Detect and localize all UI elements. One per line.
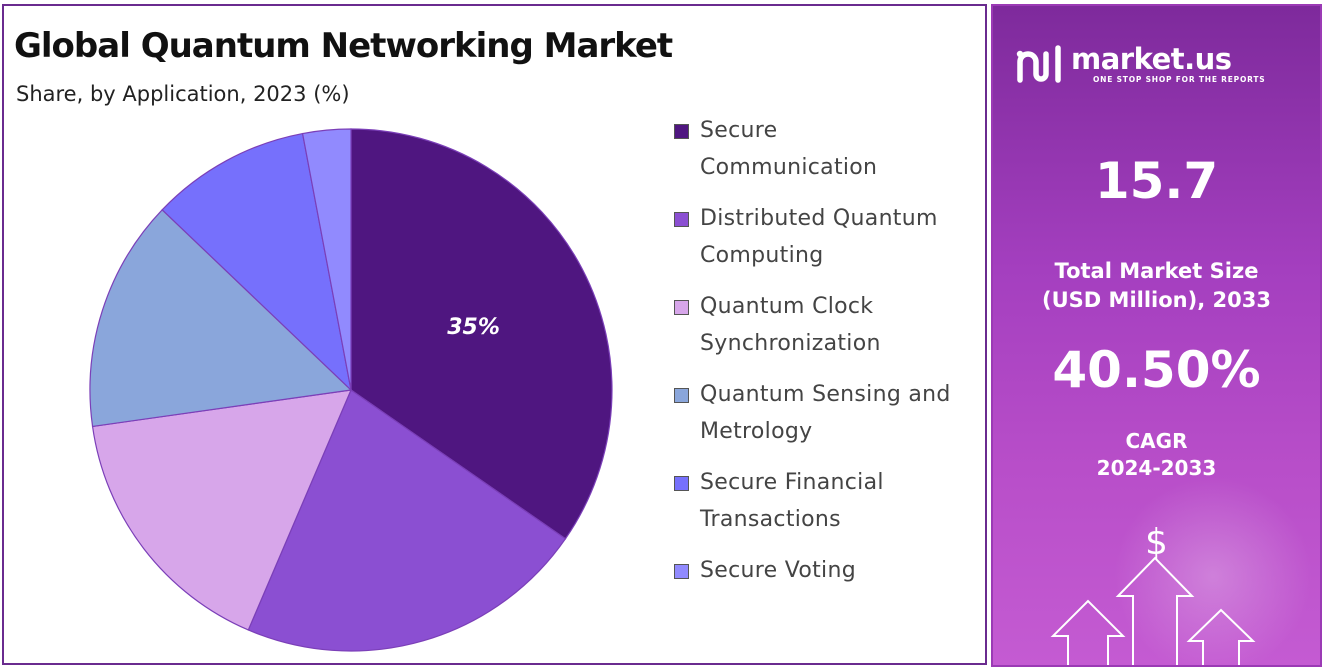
market-size-value: 15.7 — [1094, 152, 1219, 210]
pie-chart: 35% — [89, 128, 613, 652]
pie-slice-quantum-clock-synchronization — [91, 389, 352, 631]
legend-item-distributed-quantum-computing: Distributed Quantum Computing — [672, 200, 987, 274]
legend-swatch — [674, 476, 689, 491]
legend-swatch — [674, 212, 689, 227]
pie-slice-distributed-quantum-computing — [247, 389, 567, 652]
legend-swatch — [674, 124, 689, 139]
legend-swatch — [674, 300, 689, 315]
legend-label: Distributed Quantum — [700, 206, 938, 231]
legend-label: Secure Voting — [700, 558, 856, 583]
cagr-label: CAGR — [1125, 429, 1188, 453]
legend-label: Secure — [700, 118, 778, 143]
legend-item-secure-voting: Secure Voting — [672, 552, 987, 589]
up-arrow-icon — [1050, 556, 1256, 665]
background-glow — [1113, 476, 1313, 665]
legend-label: Computing — [700, 243, 824, 268]
legend-label: Synchronization — [700, 331, 881, 356]
legend-item-secure-communication: Secure Communication — [672, 112, 987, 186]
pie-slice-secure-communication — [350, 128, 613, 540]
cagr-period: 2024-2033 — [1096, 456, 1217, 480]
legend-item-quantum-sensing-and-metrology: Quantum Sensing and Metrology — [672, 376, 987, 450]
legend-label: Metrology — [700, 419, 813, 444]
chart-panel: Global Quantum Networking Market Share, … — [2, 4, 987, 665]
pie-slice-secure-voting — [301, 128, 352, 391]
legend: Secure Communication Distributed Quantum… — [672, 112, 987, 603]
brand-tagline: ONE STOP SHOP FOR THE REPORTS — [1093, 75, 1266, 84]
dollar-sign-icon: $ — [1145, 522, 1168, 563]
pie-slice-secure-financial-transactions — [161, 132, 352, 392]
market-size-label-line2: (USD Million), 2033 — [1042, 288, 1271, 312]
brand-name: market.us — [1071, 42, 1232, 76]
legend-label: Transactions — [700, 507, 841, 532]
market-size-label-line1: Total Market Size — [1054, 259, 1259, 283]
legend-label: Quantum Clock — [700, 294, 874, 319]
chart-subtitle: Share, by Application, 2023 (%) — [16, 82, 350, 106]
legend-label: Communication — [700, 155, 878, 180]
legend-swatch — [674, 564, 689, 579]
pie-slice-quantum-sensing-and-metrology — [89, 208, 353, 428]
market-summary-panel: market.us ONE STOP SHOP FOR THE REPORTS … — [991, 4, 1322, 667]
legend-swatch — [674, 388, 689, 403]
market-us-logo-icon — [1016, 45, 1061, 83]
legend-label: Secure Financial — [700, 470, 884, 495]
legend-item-quantum-clock-synchronization: Quantum Clock Synchronization — [672, 288, 987, 362]
legend-item-secure-financial-transactions: Secure Financial Transactions — [672, 464, 987, 538]
cagr-value: 40.50% — [1052, 341, 1261, 399]
data-label: 35% — [447, 315, 500, 340]
chart-title: Global Quantum Networking Market — [14, 26, 673, 66]
legend-label: Quantum Sensing and — [700, 382, 951, 407]
